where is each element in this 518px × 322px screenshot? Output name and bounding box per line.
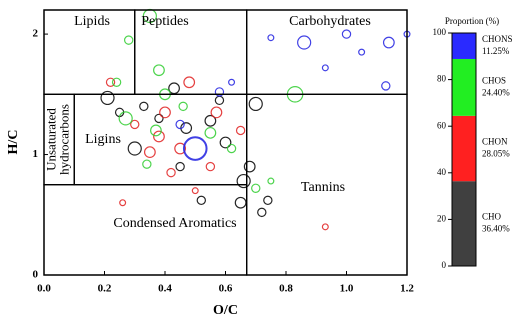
- data-point: [381, 81, 391, 91]
- y-tick-label: 40: [437, 167, 447, 177]
- data-point: [123, 35, 134, 45]
- data-point: [358, 48, 366, 56]
- segment-label: 36.40%: [482, 224, 510, 234]
- data-point: [130, 119, 140, 130]
- data-point: [248, 96, 263, 112]
- data-point: [219, 136, 232, 149]
- data-point: [267, 34, 275, 42]
- data-point: [174, 142, 187, 155]
- data-point: [382, 36, 395, 49]
- data-point: [166, 167, 176, 178]
- data-point: [228, 78, 236, 86]
- data-point: [142, 159, 152, 169]
- region-label: hydrocarbons: [57, 104, 72, 175]
- bar-segment: [452, 181, 476, 266]
- data-point: [210, 106, 223, 119]
- x-tick-label: 0.8: [279, 283, 293, 295]
- plot-frame: [43, 9, 408, 276]
- data-point: [183, 76, 196, 89]
- data-point: [191, 187, 199, 195]
- data-point: [267, 177, 275, 185]
- data-point: [154, 113, 164, 124]
- data-point: [111, 77, 122, 87]
- data-point: [118, 111, 133, 126]
- segment-label: 28.05%: [482, 149, 510, 159]
- data-point: [263, 195, 273, 206]
- bar-segment: [452, 115, 476, 182]
- y-tick-label: 1: [33, 148, 39, 160]
- region-label: Lipids: [74, 14, 110, 29]
- segment-name: CHON: [482, 137, 508, 147]
- y-tick-label: 80: [437, 74, 447, 84]
- y-tick-label: 2: [33, 28, 39, 40]
- data-point: [204, 126, 217, 139]
- y-tick-label: 0: [33, 269, 39, 281]
- data-point: [341, 29, 352, 39]
- region-label: Condensed Aromatics: [113, 216, 236, 231]
- data-point: [214, 87, 225, 97]
- data-point: [100, 90, 115, 106]
- data-point: [204, 114, 217, 127]
- region-label: Tannins: [301, 180, 345, 195]
- x-tick-label: 0.4: [158, 283, 172, 295]
- segment-label: 24.40%: [482, 87, 510, 97]
- data-point: [178, 101, 188, 112]
- data-point: [321, 64, 329, 72]
- data-point: [139, 101, 149, 112]
- data-point: [143, 146, 156, 159]
- x-tick-label: 0.0: [37, 283, 51, 295]
- y-tick-label: 20: [437, 213, 447, 223]
- data-point: [321, 223, 329, 231]
- region-label: Unsaturated: [44, 108, 59, 171]
- data-point: [205, 161, 216, 172]
- data-point: [297, 35, 312, 50]
- data-point: [214, 95, 225, 106]
- bar-title: Proportion (%): [445, 16, 499, 26]
- data-point: [182, 136, 208, 161]
- region-label: Peptides: [141, 14, 188, 29]
- segment-name: CHOS: [482, 75, 506, 85]
- data-point: [226, 143, 237, 154]
- x-tick-label: 0.6: [219, 283, 233, 295]
- data-point: [127, 141, 142, 156]
- x-tick-label: 1.2: [400, 283, 414, 295]
- y-axis-title: H/C: [6, 130, 21, 155]
- data-point: [235, 125, 246, 136]
- data-point: [196, 195, 206, 206]
- data-point: [119, 199, 127, 207]
- data-point: [257, 207, 267, 218]
- segment-label: 11.25%: [482, 46, 510, 56]
- region-label: Ligins: [85, 132, 121, 147]
- y-tick-label: 100: [433, 27, 447, 37]
- segment-name: CHO: [482, 212, 502, 222]
- region-label: Carbohydrates: [289, 14, 371, 29]
- data-point: [234, 196, 247, 209]
- data-point: [251, 183, 261, 193]
- data-point: [168, 82, 180, 95]
- data-point: [175, 161, 185, 172]
- y-tick-label: 60: [437, 120, 447, 130]
- x-axis-title: O/C: [213, 303, 238, 318]
- bar-segment: [452, 58, 476, 116]
- y-tick-label: 0: [442, 260, 447, 270]
- data-point: [243, 160, 256, 173]
- data-point: [159, 106, 171, 119]
- bar-frame: [451, 32, 477, 267]
- segment-name: CHONS: [482, 34, 513, 44]
- data-point: [105, 77, 116, 87]
- x-tick-label: 1.0: [340, 283, 354, 295]
- data-point: [153, 130, 165, 143]
- bar-segment: [452, 32, 476, 59]
- x-tick-label: 0.2: [98, 283, 112, 295]
- data-point: [150, 124, 162, 137]
- data-point: [175, 119, 185, 130]
- data-point: [236, 173, 251, 189]
- data-point: [153, 64, 165, 77]
